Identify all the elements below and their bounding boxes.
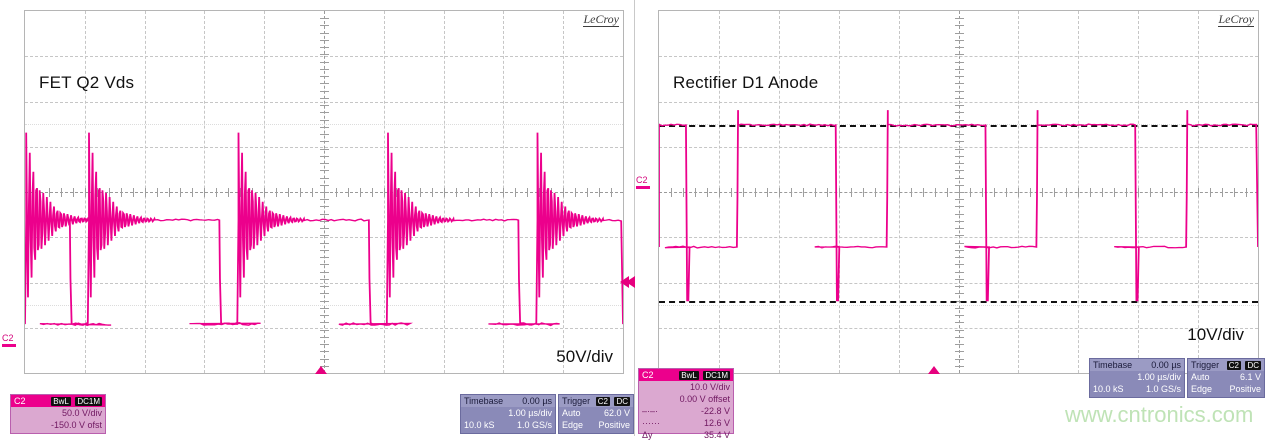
right-delta-row: Δy 35.4 V: [639, 429, 733, 441]
left-samples: 10.0 kS: [464, 419, 495, 431]
right-trigger-position-marker[interactable]: [928, 366, 940, 374]
left-volts-per-div: 50.0 V/div: [62, 407, 102, 419]
left-channel-readout-header: C2 BwL DC1M: [11, 395, 105, 407]
lecroy-logo: LeCroy: [583, 13, 619, 27]
right-sample-row: 10.0 kS 1.0 GS/s: [1090, 383, 1184, 395]
right-trigger-type: Edge: [1191, 383, 1212, 395]
left-trigger-header: Trigger C2 DC: [559, 395, 633, 407]
left-trigger-type-row: Edge Positive: [559, 419, 633, 431]
left-trigger-coupling-tag: DC: [614, 397, 630, 406]
right-timebase-delay: 0.00 µs: [1151, 360, 1181, 370]
right-trigger-coupling-tag: DC: [1245, 361, 1261, 370]
right-cursor1-value: -22.8 V: [701, 405, 730, 417]
left-timebase-readout[interactable]: Timebase 0.00 µs 1.00 µs/div 10.0 kS 1.0…: [460, 394, 556, 434]
right-time-per-div-row: 1.00 µs/div: [1090, 371, 1184, 383]
right-trigger-readout[interactable]: Trigger C2 DC Auto 6.1 V Edge Positive: [1187, 358, 1265, 398]
lecroy-logo: LeCroy: [1218, 13, 1254, 27]
right-offset-row: 0.00 V offset: [639, 393, 733, 405]
left-channel-marker[interactable]: C2: [2, 334, 22, 347]
left-timebase-delay: 0.00 µs: [522, 396, 552, 406]
right-coupling-tag: DC1M: [703, 371, 730, 380]
right-channel-marker[interactable]: C2: [636, 176, 656, 189]
right-channel-readout[interactable]: C2 BwL DC1M 10.0 V/div 0.00 V offset –·–…: [638, 368, 734, 434]
right-trigger-mode-row: Auto 6.1 V: [1188, 371, 1264, 383]
left-trigger-mode: Auto: [562, 407, 581, 419]
right-cursor-lower-handle[interactable]: [626, 276, 635, 288]
left-graticule: LeCroy FET Q2 Vds 50V/div: [24, 10, 624, 374]
right-delta-key: Δy: [642, 429, 653, 441]
left-channel-name: C2: [14, 396, 26, 406]
left-bandwidth-tag: BwL: [51, 397, 71, 406]
right-trigger-header: Trigger C2 DC: [1188, 359, 1264, 371]
left-vdiv-annotation: 50V/div: [556, 347, 613, 367]
left-plot-title: FET Q2 Vds: [39, 73, 134, 93]
right-trigger-source-tag: C2: [1227, 361, 1241, 370]
right-cursor2-value: 12.6 V: [704, 417, 730, 429]
left-offset: -150.0 V ofst: [51, 419, 102, 431]
left-channel-readout[interactable]: C2 BwL DC1M 50.0 V/div -150.0 V ofst: [10, 394, 106, 434]
left-waveform: [25, 11, 623, 373]
left-plot-area: LeCroy FET Q2 Vds 50V/div C2: [24, 10, 624, 374]
right-channel-marker-label: C2: [636, 176, 656, 185]
right-trigger-slope: Positive: [1229, 383, 1261, 395]
right-time-per-div: 1.00 µs/div: [1137, 371, 1181, 383]
right-channel-marker-bar: [636, 186, 650, 189]
left-offset-row: -150.0 V ofst: [11, 419, 105, 431]
right-vdiv-annotation: 10V/div: [1187, 325, 1244, 345]
right-trigger-mode: Auto: [1191, 371, 1210, 383]
right-plot-area: LeCroy Rectifier D1 Anode 10V/div C2: [658, 10, 1259, 374]
right-offset: 0.00 V offset: [680, 393, 730, 405]
left-trigger-level: 62.0 V: [604, 407, 630, 419]
left-timebase-title: Timebase: [464, 396, 503, 406]
left-time-per-div: 1.00 µs/div: [508, 407, 552, 419]
right-samples: 10.0 kS: [1093, 383, 1124, 395]
right-plot-title: Rectifier D1 Anode: [673, 73, 818, 93]
right-channel-readout-header: C2 BwL DC1M: [639, 369, 733, 381]
left-volts-per-div-row: 50.0 V/div: [11, 407, 105, 419]
left-trigger-mode-row: Auto 62.0 V: [559, 407, 633, 419]
right-cursor1-row: –·–· -22.8 V: [639, 405, 733, 417]
right-volts-per-div: 10.0 V/div: [690, 381, 730, 393]
right-scope-panel: LeCroy Rectifier D1 Anode 10V/div C2 C2 …: [634, 0, 1269, 436]
right-waveform: [659, 11, 1258, 373]
right-trigger-level: 6.1 V: [1240, 371, 1261, 383]
left-sample-row: 10.0 kS 1.0 GS/s: [461, 419, 555, 431]
left-trigger-title: Trigger: [562, 396, 590, 406]
oscilloscope-screenshot: LeCroy FET Q2 Vds 50V/div C2 C2 BwL DC1M: [0, 0, 1269, 436]
left-trigger-slope: Positive: [598, 419, 630, 431]
right-cursor2-key: ······: [642, 417, 660, 429]
right-channel-name: C2: [642, 370, 654, 380]
right-graticule: LeCroy Rectifier D1 Anode 10V/div: [658, 10, 1259, 374]
left-channel-marker-bar: [2, 344, 16, 347]
left-channel-marker-label: C2: [2, 334, 22, 343]
site-watermark: www.cntronics.com: [1065, 402, 1253, 428]
right-trigger-type-row: Edge Positive: [1188, 383, 1264, 395]
left-timebase-header: Timebase 0.00 µs: [461, 395, 555, 407]
left-scope-panel: LeCroy FET Q2 Vds 50V/div C2 C2 BwL DC1M: [0, 0, 634, 436]
right-volts-per-div-row: 10.0 V/div: [639, 381, 733, 393]
left-time-per-div-row: 1.00 µs/div: [461, 407, 555, 419]
right-timebase-title: Timebase: [1093, 360, 1132, 370]
right-cursor1-key: –·–·: [642, 405, 658, 417]
left-trigger-source-tag: C2: [596, 397, 610, 406]
left-sample-rate: 1.0 GS/s: [517, 419, 552, 431]
right-timebase-readout[interactable]: Timebase 0.00 µs 1.00 µs/div 10.0 kS 1.0…: [1089, 358, 1185, 398]
right-timebase-header: Timebase 0.00 µs: [1090, 359, 1184, 371]
left-coupling-tag: DC1M: [75, 397, 102, 406]
left-trigger-position-marker[interactable]: [315, 366, 327, 374]
left-trigger-readout[interactable]: Trigger C2 DC Auto 62.0 V Edge Positive: [558, 394, 634, 434]
right-sample-rate: 1.0 GS/s: [1146, 383, 1181, 395]
right-cursor2-row: ······ 12.6 V: [639, 417, 733, 429]
right-trigger-title: Trigger: [1191, 360, 1219, 370]
right-bandwidth-tag: BwL: [679, 371, 699, 380]
right-delta-value: 35.4 V: [704, 429, 730, 441]
left-trigger-type: Edge: [562, 419, 583, 431]
